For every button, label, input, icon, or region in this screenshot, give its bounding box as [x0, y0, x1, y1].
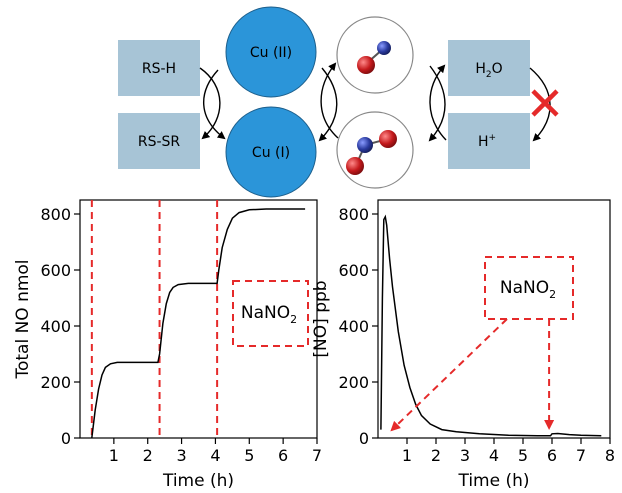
axis-ticks: 1 2 3 4 5 6 7 8 0 200 400 600 800 [338, 205, 615, 465]
x-tick-label: 6 [278, 446, 288, 465]
label-rs-sr: RS-SR [138, 134, 181, 150]
y-tick-label: 0 [61, 429, 71, 448]
injection-arrow [390, 318, 508, 432]
y-axis-label: Total NO nmol [13, 259, 33, 379]
x-tick-label: 5 [518, 446, 528, 465]
label-cu1: Cu (I) [252, 145, 290, 161]
x-tick-label: 1 [402, 446, 412, 465]
arrow-no-to-no2 [428, 65, 446, 142]
chart-total-no: 1 2 3 4 5 6 7 0 200 400 600 800 NaNO2 Time (h) Tota… [13, 199, 322, 491]
axis-ticks: 1 2 3 4 5 6 7 0 200 400 600 800 [40, 205, 322, 465]
x-tick-label: 6 [547, 446, 557, 465]
y-tick-label: 200 [338, 373, 369, 392]
plot-frame [79, 199, 318, 439]
marker-lines [90, 200, 219, 438]
nano2-box: NaNO2 [484, 256, 574, 320]
reaction-scheme: RS-H RS-SR H2O H+ Cu (II) Cu (I) [118, 6, 559, 198]
y-tick-label: 400 [40, 317, 71, 336]
x-tick-label: 2 [143, 446, 153, 465]
arrow-h2o-to-hplus [529, 67, 551, 142]
no2-molecule-icon [346, 130, 397, 175]
x-tick-label: 8 [605, 446, 615, 465]
x-tick-label: 3 [176, 446, 186, 465]
y-tick-label: 400 [338, 317, 369, 336]
box-rs-h [118, 40, 200, 96]
no-molecule-icon [357, 41, 391, 74]
y-tick-label: 600 [40, 261, 71, 280]
label-h2o: H2O [475, 61, 502, 80]
arrow-cu1-to-cu2 [318, 67, 338, 142]
box-rs-sr [118, 113, 200, 169]
y-axis-label: [NO] ppb [311, 280, 331, 357]
label-cu2: Cu (II) [250, 45, 292, 61]
x-tick-label: 1 [109, 446, 119, 465]
y-tick-label: 800 [40, 205, 71, 224]
y-tick-label: 600 [338, 261, 369, 280]
x-tick-label: 3 [460, 446, 470, 465]
x-tick-label: 4 [210, 446, 220, 465]
box-hplus [448, 113, 530, 169]
y-tick-label: 0 [359, 429, 369, 448]
circle-cu2 [225, 6, 317, 98]
injection-arrows [390, 318, 555, 432]
blocked-cross-icon [531, 89, 559, 117]
x-axis-label: Time (h) [162, 471, 234, 491]
nano2-box: NaNO2 [232, 280, 309, 347]
x-tick-label: 2 [431, 446, 441, 465]
nano2-label: NaNO2 [241, 303, 297, 326]
circle-cu1 [225, 106, 317, 198]
box-h2o [448, 40, 530, 96]
x-tick-label: 7 [576, 446, 586, 465]
arrow-hplus-to-h2o [429, 64, 447, 141]
x-axis-label: Time (h) [457, 471, 529, 491]
arrow-cu2-to-cu1 [203, 69, 226, 140]
series-line [380, 214, 602, 437]
circle-no2-molecule [336, 111, 414, 189]
x-tick-label: 5 [244, 446, 254, 465]
nano2-label: NaNO2 [500, 278, 556, 301]
x-tick-label: 7 [312, 446, 322, 465]
y-tick-label: 800 [338, 205, 369, 224]
arrow-rsh-to-rssr [199, 67, 221, 140]
series-line [91, 208, 306, 439]
arrow-no2-to-no [320, 62, 339, 139]
label-hplus: H+ [478, 133, 496, 150]
x-tick-label: 4 [489, 446, 499, 465]
label-rs-h: RS-H [142, 61, 176, 77]
y-tick-label: 200 [40, 373, 71, 392]
